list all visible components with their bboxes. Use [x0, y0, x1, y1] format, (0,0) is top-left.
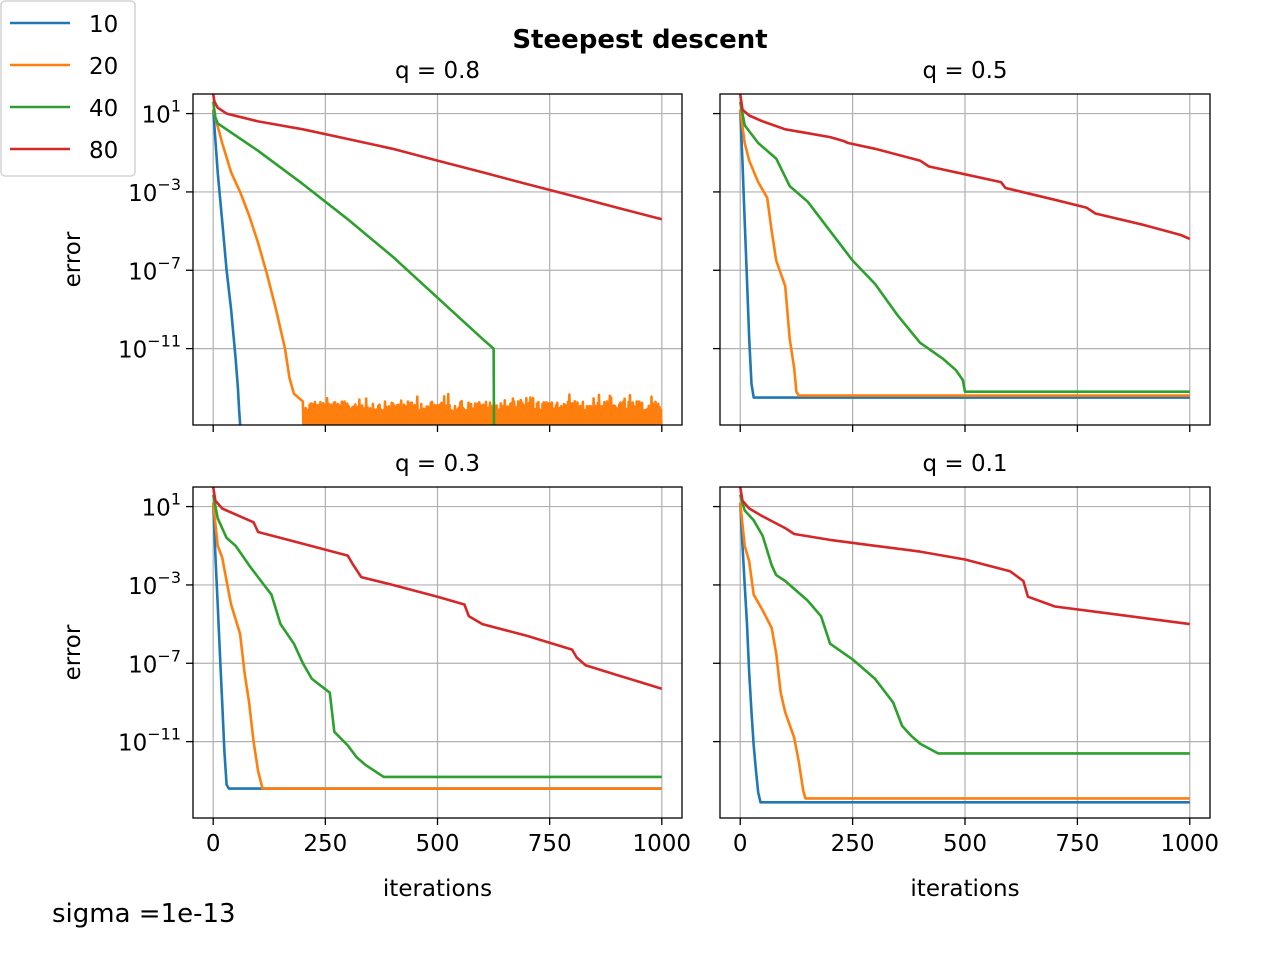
- x-tick-label: 0: [206, 831, 221, 857]
- series-line-80: [738, 487, 1190, 626]
- y-tick-label: 10−3: [128, 568, 181, 600]
- legend-frame: [0, 0, 136, 177]
- subplot-title: q = 0.8: [395, 58, 480, 84]
- series-line-80: [738, 94, 1191, 241]
- x-tick-label: 750: [528, 831, 572, 857]
- series-line-80: [211, 487, 663, 690]
- series-line-20: [211, 502, 662, 790]
- series-line-10: [211, 109, 242, 425]
- x-tick-label: 1000: [633, 831, 692, 857]
- y-tick-label: 10−3: [128, 175, 181, 207]
- legend-label-80: 80: [89, 138, 118, 164]
- series-line-40: [738, 101, 1190, 393]
- x-axis-label: iterations: [383, 876, 492, 902]
- x-tick-label: 1000: [1160, 831, 1219, 857]
- subplot-title: q = 0.1: [922, 451, 1007, 477]
- series-line-40: [738, 494, 1190, 755]
- subplot-title: q = 0.5: [922, 58, 1007, 84]
- legend-label-10: 10: [89, 12, 118, 38]
- subplot-3: 0 250 500 750 1000 101 10−3 10−7 10−11 q = 0.3 ite…: [60, 451, 691, 902]
- x-tick-label: 500: [416, 831, 460, 857]
- subplot-1: 101 10−3 10−7 10−11 q = 0.8 error: [60, 58, 683, 432]
- figure-title: Steepest descent: [512, 25, 767, 55]
- series-line-20: [738, 502, 1190, 800]
- subplot-title: q = 0.3: [395, 451, 480, 477]
- series-line-10: [211, 502, 662, 790]
- y-tick-label: 101: [142, 97, 181, 129]
- subplots-group: 101 10−3 10−7 10−11 q = 0.8 error q = 0.5 0 250 5…: [60, 58, 1219, 902]
- series-line-10: [738, 109, 1190, 399]
- series-line-40: [211, 494, 662, 779]
- figure-footnote: sigma =1e-13: [52, 899, 236, 929]
- y-tick-label: 10−11: [118, 332, 181, 364]
- y-axis-label: error: [60, 624, 86, 680]
- legend: 10 20 40 80: [0, 0, 136, 177]
- y-tick-label: 10−7: [128, 253, 181, 285]
- y-tick-label: 10−11: [118, 725, 181, 757]
- y-axis-label: error: [60, 231, 86, 287]
- x-tick-label: 0: [733, 831, 748, 857]
- subplot-2: q = 0.5: [713, 58, 1211, 432]
- series-line-10: [738, 502, 1190, 804]
- x-tick-label: 750: [1055, 831, 1099, 857]
- x-axis-label: iterations: [910, 876, 1019, 902]
- series-line-20: [211, 109, 663, 425]
- legend-label-40: 40: [89, 96, 118, 122]
- legend-label-20: 20: [89, 54, 118, 80]
- x-tick-label: 500: [943, 831, 987, 857]
- series-line-40: [211, 101, 496, 425]
- x-tick-label: 250: [831, 831, 875, 857]
- subplot-4: 0 250 500 750 1000 q = 0.1 iterations: [713, 451, 1219, 902]
- y-tick-label: 101: [142, 490, 181, 522]
- series-line-80: [211, 94, 663, 221]
- x-tick-label: 250: [303, 831, 347, 857]
- y-tick-label: 10−7: [128, 646, 181, 678]
- series-line-20: [738, 109, 1190, 397]
